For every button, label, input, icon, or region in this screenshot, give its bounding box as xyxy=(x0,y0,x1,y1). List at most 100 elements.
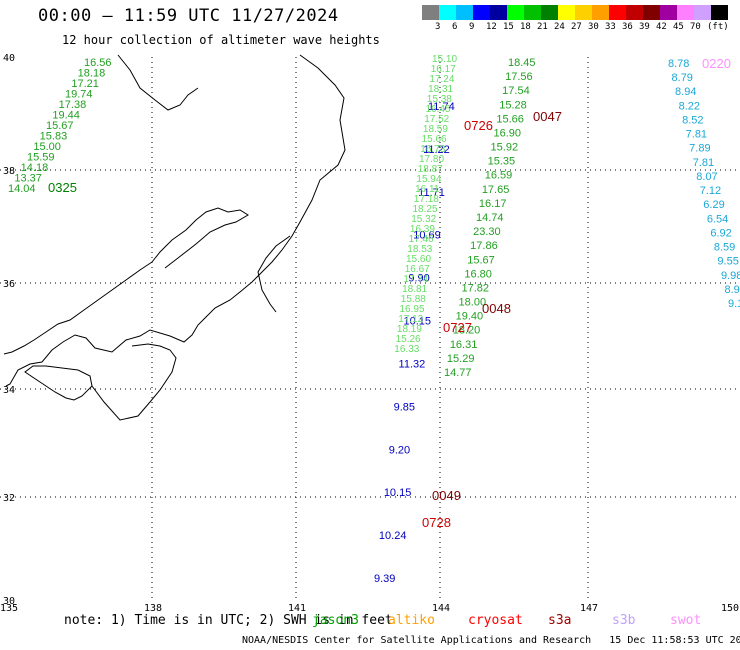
colorbar-tick-label: 21 xyxy=(537,22,548,32)
cyan-track-value: 6.54 xyxy=(707,213,728,225)
west-track-value: 17.38 xyxy=(59,99,87,111)
west-track-value: 15.83 xyxy=(40,131,68,143)
legend-s3a: s3a xyxy=(548,613,572,628)
west-track-value: 15.59 xyxy=(27,152,55,164)
cyan-track-value: 8.94 xyxy=(675,86,696,98)
cyan-track-value: 8.78 xyxy=(668,58,689,70)
west-track-value: 15.00 xyxy=(33,141,61,153)
east-track-value: 16.17 xyxy=(479,198,507,210)
dense-track-mark: 17.46 xyxy=(409,234,434,245)
time-label: 0728 xyxy=(422,515,451,530)
dense-track-mark: 18.25 xyxy=(413,204,438,215)
east-track-value: 17.65 xyxy=(482,184,510,196)
time-label: 0049 xyxy=(432,488,461,503)
colorbar-swatch xyxy=(694,5,711,20)
legend-jason3: jason3 xyxy=(312,613,359,628)
colorbar-swatch xyxy=(422,5,439,20)
west-track-value: 14.04 xyxy=(8,183,36,195)
time-label: 0325 xyxy=(48,180,77,195)
colorbar-tick-label: 6 xyxy=(452,22,458,32)
cyan-track-value: 9.55 xyxy=(717,256,738,268)
lat-label: 40 xyxy=(3,53,15,64)
blue-track-value: 10.24 xyxy=(379,530,407,542)
blue-track-value: 11.32 xyxy=(399,358,426,370)
noto-peninsula xyxy=(151,207,249,269)
east-track-value: 18.00 xyxy=(459,297,487,309)
time-label: 0727 xyxy=(443,320,472,335)
legend-cryosat: cryosat xyxy=(468,613,523,628)
legend-swot: swot xyxy=(670,613,702,628)
lon-label: 147 xyxy=(580,603,598,614)
blue-track-value: 11.71 xyxy=(418,187,445,199)
east-track-value: 15.66 xyxy=(496,113,524,125)
dense-track-mark: 15.66 xyxy=(422,134,447,145)
west-track-value: 19.74 xyxy=(65,89,93,101)
west-track-value: 19.44 xyxy=(52,110,80,122)
cyan-track-value: 6.92 xyxy=(710,227,731,239)
shikoku-coastline xyxy=(24,365,93,401)
dense-track-mark: 15.60 xyxy=(406,254,431,265)
time-label: 0220 xyxy=(702,56,731,71)
colorbar-swatch xyxy=(677,5,694,20)
hokkaido-tip xyxy=(117,54,199,111)
dense-track-mark: 18.81 xyxy=(402,284,427,295)
legend-s3b: s3b xyxy=(612,613,636,628)
dense-track-mark: 15.38 xyxy=(427,94,452,105)
colorbar-swatch xyxy=(490,5,507,20)
dense-track-mark: 15.32 xyxy=(411,214,436,225)
cyan-track-value: 8.22 xyxy=(679,100,700,112)
blue-track-value: 11.74 xyxy=(428,101,455,113)
colorbar-tick-label: 27 xyxy=(571,22,582,32)
cyan-track-value: 7.81 xyxy=(686,129,707,141)
colorbar-swatch xyxy=(626,5,643,20)
dense-track-mark: 18.59 xyxy=(423,124,448,135)
lat-lon-grid: 135 138 141 144 147 150 40 38 36 34 32 30 xyxy=(0,53,740,614)
wave-height-colorbar xyxy=(422,5,728,20)
east-track-value: 18.45 xyxy=(508,57,536,69)
blue-track-value: 10.15 xyxy=(384,487,412,499)
lat-label: 32 xyxy=(3,493,15,504)
colorbar-swatch xyxy=(507,5,524,20)
cyan-track-value: 8.59 xyxy=(714,242,735,254)
dense-track-mark: 16.39 xyxy=(410,224,435,235)
colorbar-labels: 3 6 9 12 15 18 21 24 27 30 33 36 39 42 45 70 (ft) xyxy=(422,22,740,34)
credit-line: NOAA/NESDIS Center for Satellite Applica… xyxy=(242,635,740,646)
west-track-value: 15.67 xyxy=(46,120,74,132)
map-subtitle: 12 hour collection of altimeter wave hei… xyxy=(62,33,380,47)
cyan-track-value: 7.89 xyxy=(689,143,710,155)
west-track-value: 14.18 xyxy=(21,162,49,174)
colorbar-tick-label: 9 xyxy=(469,22,475,32)
colorbar-swatch xyxy=(541,5,558,20)
lon-label: 141 xyxy=(288,603,306,614)
dense-track-mark: 17.52 xyxy=(424,114,449,125)
dense-track-mark: 17.18 xyxy=(414,194,439,205)
colorbar-swatch xyxy=(711,5,728,20)
west-track-value: 17.21 xyxy=(71,78,99,90)
east-track-value: 17.56 xyxy=(505,71,533,83)
dense-track-mark: 16.73 xyxy=(420,144,445,155)
colorbar-swatch xyxy=(575,5,592,20)
east-track-value: 15.92 xyxy=(491,142,519,154)
colorbar-swatch xyxy=(456,5,473,20)
dense-track-mark: 15.88 xyxy=(401,294,426,305)
east-track-value: 15.67 xyxy=(467,254,495,266)
colorbar-swatch xyxy=(643,5,660,20)
map-title: 00:00 – 11:59 UTC 11/27/2024 xyxy=(38,6,339,26)
dense-track-mark: 15.26 xyxy=(396,334,421,345)
kii-peninsula xyxy=(91,343,177,421)
west-track-value: 13.37 xyxy=(14,173,42,185)
lat-label: 38 xyxy=(3,166,15,177)
dense-track-mark: 16.11 xyxy=(415,184,440,195)
colorbar-tick-label: 70 xyxy=(690,22,701,32)
colorbar-swatch xyxy=(558,5,575,20)
legend-altiko: altiko xyxy=(388,613,435,628)
colorbar-swatch xyxy=(609,5,626,20)
colorbar-swatch xyxy=(439,5,456,20)
blue-track-value: 9.20 xyxy=(389,444,410,456)
colorbar-swatch xyxy=(592,5,609,20)
cyan-track-value: 8.52 xyxy=(682,114,703,126)
cyan-track-value: 8.79 xyxy=(672,72,693,84)
colorbar-tick-label: 18 xyxy=(520,22,531,32)
east-track-value: 19.40 xyxy=(456,311,484,323)
